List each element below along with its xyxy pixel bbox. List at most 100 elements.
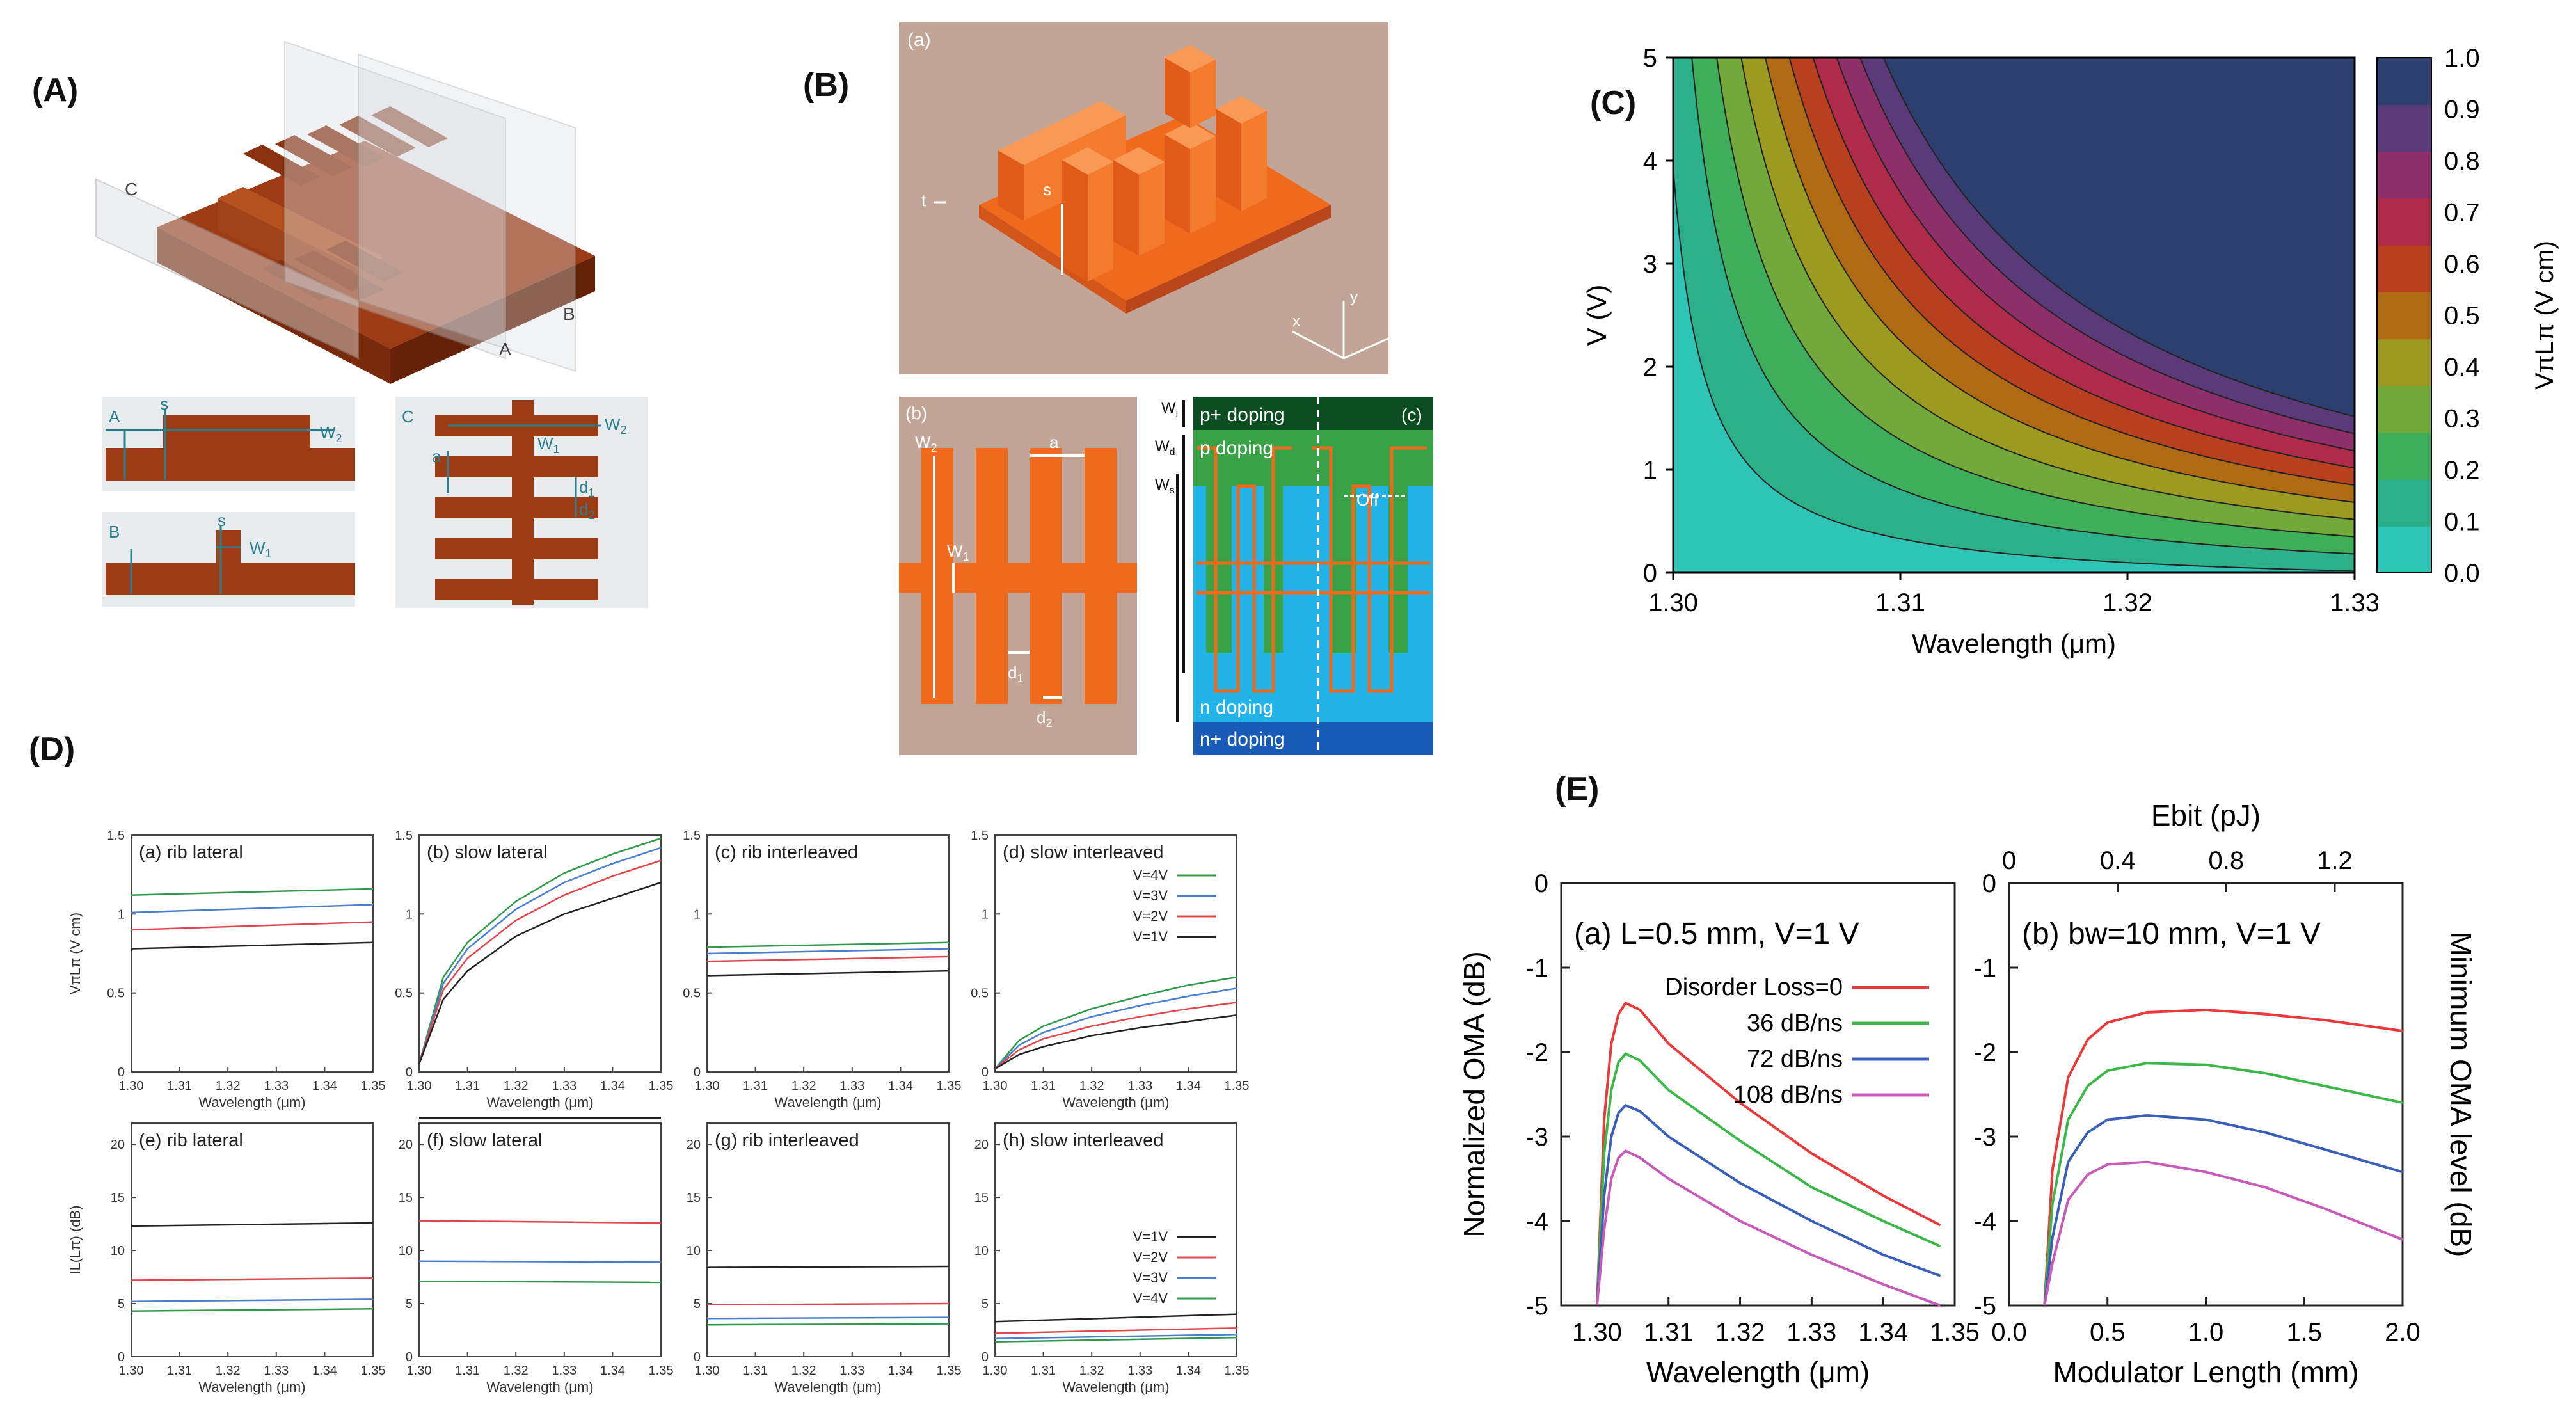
y-tick-label: 1.5 <box>395 829 413 843</box>
fin <box>1085 448 1117 704</box>
y-axis-label: IL(Lπ) (dB) <box>67 1205 83 1274</box>
panel-d-letter: (D) <box>29 731 75 768</box>
x-tick-label: 1.0 <box>2188 1318 2224 1346</box>
y-tick-label: 20 <box>974 1138 989 1152</box>
x-tick-label: 1.32 <box>1079 1364 1104 1378</box>
series-line <box>418 859 662 1065</box>
legend-label: V=4V <box>1133 867 1168 883</box>
y-tick-label: -1 <box>1525 954 1548 982</box>
colorbar-swatch <box>2377 479 2431 527</box>
plot--b--slow-lateral: 1.30 1.31 1.32 1.33 1.34 1.35 0 0.5 1 1.5 (b) slow… <box>395 829 673 1110</box>
plot-title: (a) L=0.5 mm, V=1 V <box>1574 917 1859 951</box>
x-tick-label: 1.31 <box>167 1079 192 1093</box>
region-p-plus <box>1193 397 1433 430</box>
x-tick-label: 1.33 <box>1127 1364 1152 1378</box>
legend-label: V=2V <box>1133 1249 1168 1265</box>
y-tick-label: 0.5 <box>683 987 701 1001</box>
x-axis-label: Wavelength (μm) <box>198 1094 305 1110</box>
contour-band-0 <box>1673 58 2355 573</box>
label-s: s <box>218 511 226 530</box>
x-tick-label: 1.30 <box>983 1079 1008 1093</box>
label-d1: d1 <box>1008 663 1023 685</box>
colorbar-swatch <box>2377 291 2431 340</box>
y-tick-label: 15 <box>974 1191 989 1205</box>
x-tick-label: 1.35 <box>361 1364 386 1378</box>
plot-frame <box>706 1122 950 1357</box>
axis-z-label: z <box>1395 313 1403 330</box>
panel-c: (C) 1.30 1.31 1.32 1.33 0 1 2 3 4 5 Wavelength (μm… <box>1582 44 2559 659</box>
y-tick-label: 10 <box>111 1244 125 1258</box>
x-tick-label: 1.35 <box>937 1079 962 1093</box>
panel-b: (B) (a) <box>803 22 1433 755</box>
plot-title: (b) bw=10 mm, V=1 V <box>2022 917 2321 951</box>
x-tick-label: 1.33 <box>839 1079 864 1093</box>
y-tick-label: 0 <box>982 1350 989 1364</box>
y-tick-label: -3 <box>1525 1123 1548 1151</box>
y-tick-label: -4 <box>1525 1208 1548 1236</box>
plane-a <box>284 40 506 360</box>
colorbar-tick-label: 0.5 <box>2444 302 2480 330</box>
y-tick-label: 0 <box>1534 870 1548 898</box>
x-tick-label: 1.5 <box>2286 1318 2322 1346</box>
top-axis-label: Ebit (pJ) <box>2151 799 2261 832</box>
section-rib <box>163 415 310 449</box>
x-tick-label: 1.32 <box>1715 1318 1765 1346</box>
x-tick-label: 1.30 <box>695 1364 720 1378</box>
plane-c <box>95 178 359 360</box>
panel-b-letter: (B) <box>803 67 849 104</box>
y-tick-label: 0.5 <box>107 987 125 1001</box>
series-line <box>994 1333 1237 1340</box>
y-tick-label: 0 <box>406 1066 413 1080</box>
label-p-plus: p+ doping <box>1200 404 1285 426</box>
plot-title: (c) rib interleaved <box>715 842 858 863</box>
plot-e-b: 0.0 0.5 1.0 1.5 2.0 0 -1 -2 -3 -4 -5 (b) bw=10 mm, … <box>1973 799 2477 1389</box>
panel-b-b-topview: (b) W2 W1 a d1 d2 <box>899 397 1137 755</box>
plot-e-a: 1.30 1.31 1.32 1.33 1.34 1.35 0 -1 -2 -3 -4 -5 (a) L… <box>1458 870 1980 1389</box>
series-line <box>1595 1052 1941 1306</box>
cross-section-a: A s W2 <box>102 394 355 491</box>
x-tick-label: 1.30 <box>407 1079 432 1093</box>
y-tick-label: 5 <box>982 1297 989 1311</box>
y-tick-label: 5 <box>406 1297 413 1311</box>
y-tick-label: 5 <box>1643 44 1657 72</box>
y-tick-label: 1 <box>982 907 989 922</box>
x-tick-label: 1.33 <box>2330 589 2380 617</box>
panel-a: (A) C A B <box>32 40 648 608</box>
plot--g--rib-interleaved: 1.30 1.31 1.32 1.33 1.34 1.35 0 5 10 15 20 (g) rib … <box>687 1122 961 1395</box>
x-tick-label: 1.33 <box>552 1364 576 1378</box>
legend-label: V=1V <box>1133 929 1168 945</box>
label-d1: d1 <box>579 477 594 499</box>
y-tick-label: 1 <box>694 907 701 922</box>
colorbar-swatch <box>2377 339 2431 387</box>
x-tick-label: 1.34 <box>888 1364 913 1378</box>
series-line <box>706 955 950 962</box>
y-tick-label: 0 <box>1643 559 1657 587</box>
x-tick-label: 1.32 <box>216 1364 241 1378</box>
x-tick-label: 1.34 <box>1176 1364 1201 1378</box>
top-tick-label: 0.4 <box>2100 847 2136 875</box>
x-tick-label: 1.31 <box>743 1364 768 1378</box>
colorbar-label: VπLπ (V cm) <box>2531 241 2559 390</box>
y-tick-label: 15 <box>399 1191 413 1205</box>
x-axis-label: Wavelength (μm) <box>486 1094 593 1110</box>
slab-front <box>157 227 390 384</box>
label-w1: W1 <box>250 538 272 560</box>
x-tick-label: 1.35 <box>361 1079 386 1093</box>
x-tick-label: 1.30 <box>1648 589 1698 617</box>
x-axis-label: Wavelength (μm) <box>774 1379 881 1395</box>
top-tick-label: 1.2 <box>2317 847 2353 875</box>
fins <box>998 45 1267 282</box>
x-axis-label: Wavelength (μm) <box>1646 1355 1870 1389</box>
series-line <box>994 1327 1237 1334</box>
label-w2: W2 <box>605 415 627 436</box>
x-tick-label: 1.31 <box>1031 1079 1056 1093</box>
series-line <box>418 1220 662 1224</box>
colorbar-swatch <box>2377 198 2431 246</box>
plot--f--slow-lateral: 1.30 1.31 1.32 1.33 1.34 1.35 0 5 10 15 20 (f) slow… <box>399 1117 673 1395</box>
legend-label: V=3V <box>1133 1270 1168 1286</box>
legend-label: V=4V <box>1133 1290 1168 1306</box>
comb-teeth <box>243 106 448 301</box>
section-id: A <box>109 407 120 426</box>
fin <box>976 448 1008 704</box>
plot-title: (g) rib interleaved <box>715 1130 859 1151</box>
